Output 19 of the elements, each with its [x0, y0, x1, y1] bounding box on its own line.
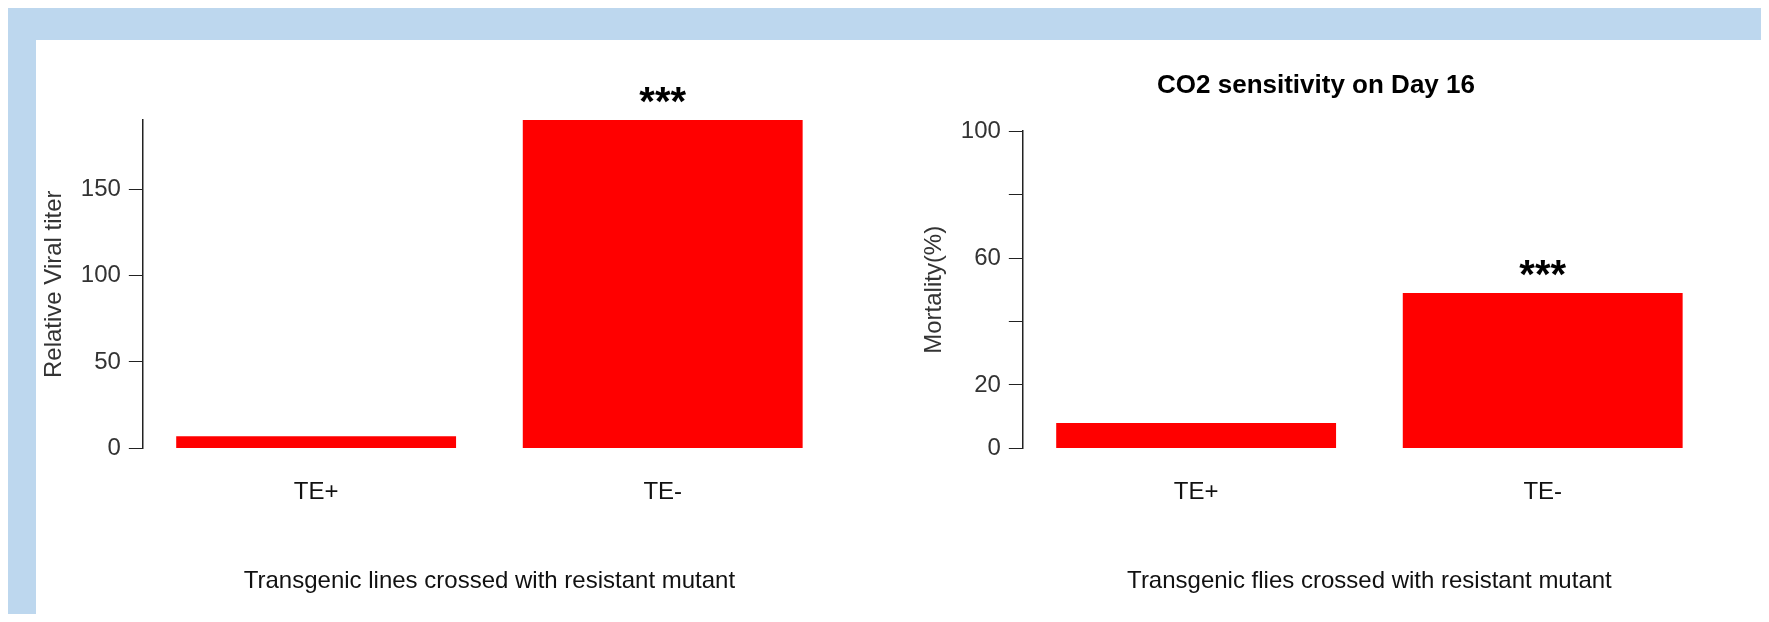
- y-tick-label: 20: [974, 369, 1001, 397]
- annotation: ***: [1519, 252, 1567, 296]
- y-axis-title: Relative Viral titer: [39, 190, 67, 379]
- y-tick-label: 100: [960, 115, 1001, 143]
- x-tick-label: TE+: [1173, 477, 1219, 505]
- y-tick-label: 50: [94, 346, 121, 374]
- y-tick-label: 150: [80, 173, 121, 201]
- y-tick-label: 60: [974, 242, 1001, 270]
- y-tick-label: 0: [987, 433, 1001, 461]
- y-tick-label: 100: [80, 260, 121, 288]
- x-axis-title: Transgenic flies crossed with resistant mutant: [1127, 566, 1613, 594]
- chart-title: CO2 sensitivity on Day 16: [1157, 68, 1475, 99]
- x-axis-title: Transgenic lines crossed with resistant mutant: [243, 566, 736, 594]
- annotation: ***: [639, 79, 687, 124]
- x-tick-label: TE-: [643, 477, 683, 505]
- y-axis-title: Mortality(%): [919, 225, 947, 354]
- x-tick-label: TE-: [1523, 477, 1563, 505]
- y-tick-label: 0: [107, 433, 121, 461]
- x-tick-label: TE+: [293, 477, 339, 505]
